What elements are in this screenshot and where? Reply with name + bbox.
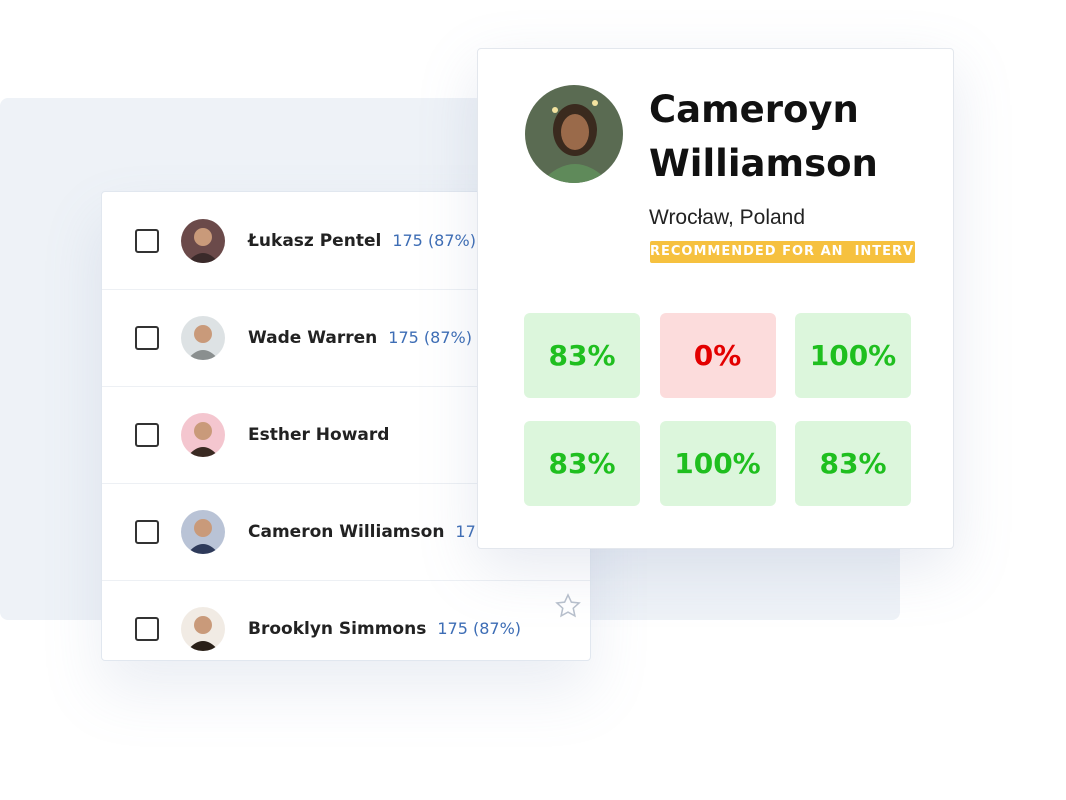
checkbox[interactable] <box>135 422 159 447</box>
candidate-name: Esther Howard <box>248 424 390 445</box>
name-line: Cameroyn <box>649 88 859 131</box>
location: Wrocław, Poland <box>649 206 806 229</box>
checkbox[interactable] <box>135 616 159 641</box>
star-icon[interactable] <box>554 592 582 620</box>
checkbox[interactable] <box>135 325 159 350</box>
profile-avatar <box>525 85 623 183</box>
candidate-label: Łukasz Pentel 175 (87%) <box>248 231 476 251</box>
avatar <box>181 509 225 554</box>
score-tile: 100% <box>659 421 776 506</box>
badge: RECOMMENDED FOR AN INTERVIEW <box>650 241 944 263</box>
checkbox[interactable] <box>135 519 159 544</box>
candidate-score: 175 (87%) <box>392 230 476 250</box>
avatar <box>181 218 225 263</box>
candidate-name: Cameron Williamson <box>248 521 445 542</box>
checkbox[interactable] <box>135 228 159 253</box>
score-tile: 83% <box>524 313 640 398</box>
candidate-row: Łukasz Pentel 175 (87%) <box>102 192 590 290</box>
profile-name: Cameroyn Williamson <box>649 83 878 191</box>
candidate-score: 175 (87%) <box>437 618 522 638</box>
candidate-name: Łukasz Pentel <box>248 230 382 251</box>
candidate-name: Brooklyn Simmons <box>248 618 427 639</box>
name-line: Williamson <box>649 142 878 185</box>
candidate-label: Brooklyn Simmons 175 (87%) <box>248 619 521 639</box>
score-tile: 0% <box>659 313 776 398</box>
score-tile: 83% <box>795 421 911 506</box>
candidate-label: Esther Howard <box>248 425 389 445</box>
candidate-name: Wade Warren <box>248 327 378 348</box>
candidate-row: Esther Howard <box>102 386 590 484</box>
candidate-row: Wade Warren 175 (87%) <box>102 289 590 387</box>
candidate-label: Wade Warren 175 (87%) <box>248 328 472 348</box>
score-tile: 100% <box>795 313 911 398</box>
profile-card: Cameroyn Williamson Wrocław, Poland RECO… <box>477 48 954 549</box>
avatar <box>181 606 225 651</box>
avatar <box>181 412 225 457</box>
score-tile: 83% <box>524 421 640 506</box>
avatar <box>181 315 225 360</box>
candidate-score: 175 (87%) <box>388 327 472 347</box>
candidate-row: Brooklyn Simmons 175 (87%) <box>102 580 590 660</box>
